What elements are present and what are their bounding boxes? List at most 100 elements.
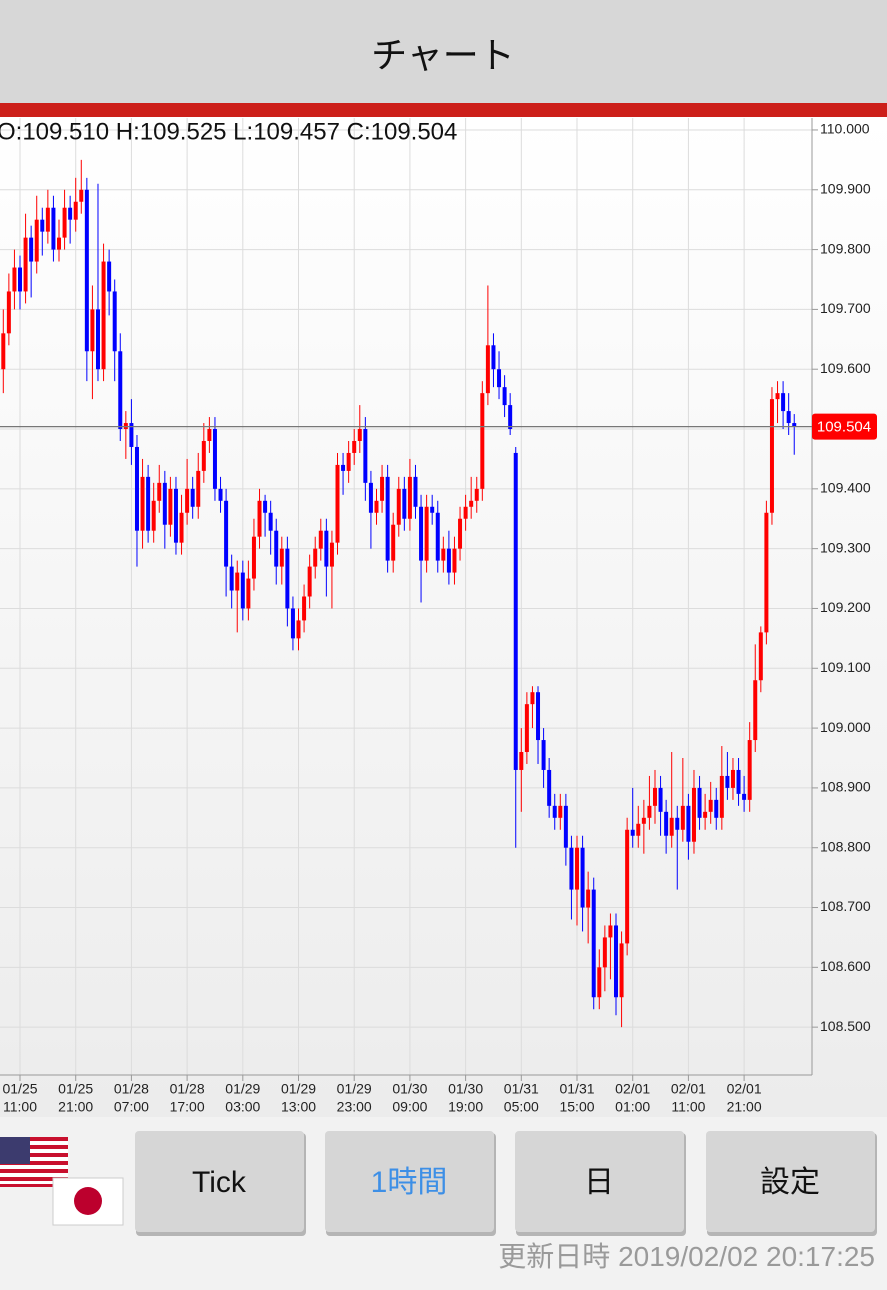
candle-body: [541, 740, 546, 770]
button[interactable]: [706, 1131, 875, 1232]
x-tick-label: 17:00: [170, 1099, 205, 1115]
candle-body: [691, 787, 696, 842]
y-tick-label: 108.600: [820, 958, 871, 974]
candle-body: [764, 512, 769, 633]
y-tick-label: 109.300: [820, 539, 871, 555]
x-tick-label: 19:00: [448, 1099, 483, 1115]
x-tick-label: 01/31: [559, 1081, 594, 1097]
candle-body: [730, 769, 735, 788]
x-tick-label: 01/25: [58, 1081, 93, 1097]
candle-body: [179, 512, 184, 543]
chart: 110.000 109.900 109.800 109.700 109.600 109.5…: [0, 118, 877, 1115]
candle-body: [714, 799, 719, 818]
candle-body: [363, 429, 368, 483]
candle-body: [235, 572, 240, 591]
update-label: 更新日時: [498, 1241, 610, 1272]
candle-body: [385, 476, 390, 561]
candle-body: [12, 267, 17, 292]
candle-body: [118, 351, 123, 430]
button-label[interactable]: Tick: [192, 1166, 247, 1199]
candle-body: [335, 464, 340, 543]
candle-body: [547, 769, 552, 806]
candle-body: [725, 775, 730, 788]
candle-body: [101, 261, 106, 370]
x-tick-label: 15:00: [559, 1099, 594, 1115]
candle-body: [146, 476, 151, 531]
x-tick-label: 21:00: [727, 1099, 762, 1115]
candle-body: [524, 704, 529, 753]
candle-body: [1, 333, 6, 370]
button[interactable]: [135, 1131, 304, 1232]
x-tick-label: 11:00: [671, 1099, 705, 1115]
button-label[interactable]: 設定: [760, 1166, 820, 1199]
candle-body: [257, 500, 262, 537]
candle-body: [134, 446, 139, 531]
candle-body: [224, 500, 229, 567]
candle-body: [207, 429, 212, 441]
candle-body: [769, 399, 774, 513]
candle-body: [62, 207, 67, 238]
chart-bg: [0, 117, 887, 1117]
y-tick-label: 109.800: [820, 240, 871, 256]
x-tick-label: 01/29: [281, 1081, 316, 1097]
x-tick-label: 01/28: [170, 1081, 205, 1097]
candle-body: [480, 393, 485, 489]
y-tick-label: 109.900: [820, 180, 871, 196]
candle-body: [263, 500, 268, 513]
candle-body: [140, 476, 145, 531]
x-tick-label: 01:00: [615, 1099, 650, 1115]
candle-body: [586, 889, 591, 908]
candle-body: [6, 291, 11, 334]
button-label[interactable]: 日: [584, 1166, 614, 1199]
candle-body: [40, 219, 45, 232]
candle-body: [602, 937, 607, 968]
candle-body: [608, 925, 613, 938]
x-tick-label: 01/31: [504, 1081, 539, 1097]
candle-body: [658, 787, 663, 812]
candle-body: [569, 847, 574, 890]
button[interactable]: [325, 1131, 494, 1232]
candle-body: [240, 572, 245, 609]
candle-body: [419, 506, 424, 561]
candle-body: [625, 829, 630, 944]
candle-body: [23, 237, 28, 292]
candle-body: [212, 429, 217, 489]
candle-body: [491, 345, 496, 370]
candle-body: [185, 488, 190, 513]
candle-body: [703, 811, 708, 818]
candle-body: [619, 943, 624, 998]
button-label[interactable]: 1時間: [371, 1166, 448, 1199]
candle-body: [636, 823, 641, 836]
candle-body: [675, 817, 680, 830]
candle-body: [352, 440, 357, 453]
update-timestamp: 2019/02/02 20:17:25: [618, 1241, 875, 1272]
candle-body: [647, 805, 652, 818]
y-tick-label: 110.000: [820, 121, 870, 137]
y-tick-label: 109.400: [820, 480, 871, 496]
candle-body: [368, 482, 373, 513]
y-tick-label: 108.800: [820, 838, 871, 854]
x-tick-label: 01/30: [392, 1081, 427, 1097]
candle-body: [34, 219, 39, 262]
button[interactable]: [515, 1131, 684, 1232]
header-title: チャート: [371, 35, 515, 76]
candle-body: [157, 482, 162, 501]
x-tick-label: 02/01: [671, 1081, 706, 1097]
candle-body: [781, 393, 786, 412]
candle-body: [597, 967, 602, 998]
candle-body: [458, 518, 463, 549]
candle-body: [112, 291, 117, 352]
candle-body: [513, 452, 518, 770]
y-tick-label: 109.700: [820, 300, 871, 316]
y-tick-label: 108.700: [820, 898, 871, 914]
candle-body: [173, 488, 178, 543]
candle-body: [786, 411, 791, 424]
header-bar: [0, 0, 887, 103]
candle-body: [51, 207, 56, 250]
candle-body: [168, 488, 173, 525]
candle-body: [474, 488, 479, 501]
candle-body: [485, 345, 490, 394]
candle-body: [430, 506, 435, 513]
candle-body: [274, 530, 279, 567]
